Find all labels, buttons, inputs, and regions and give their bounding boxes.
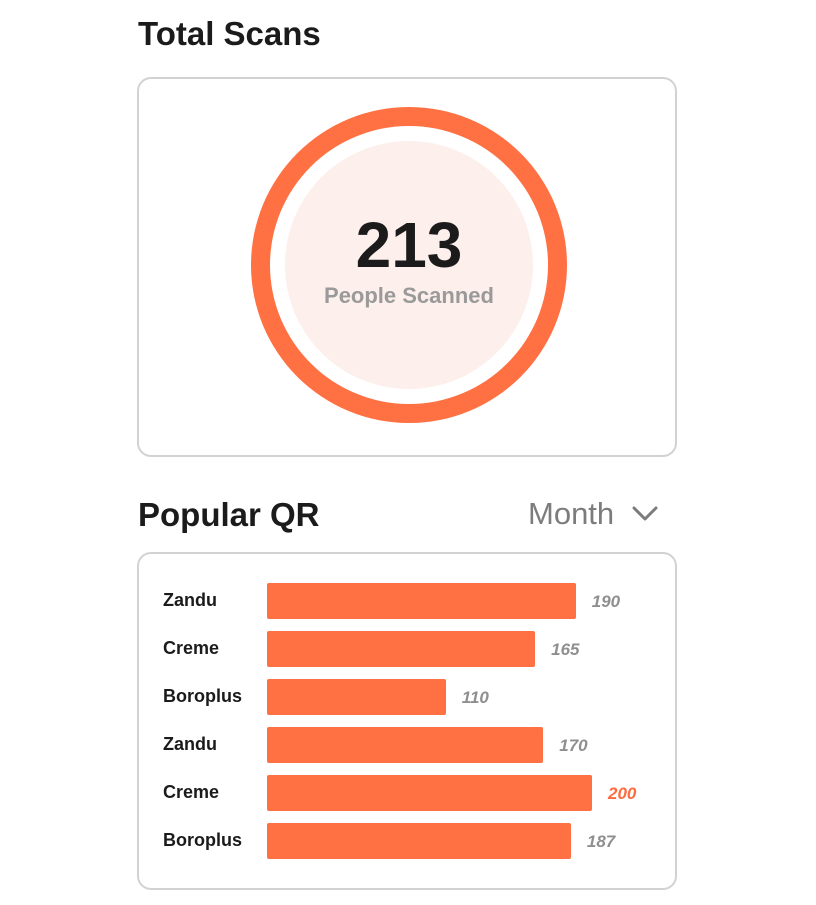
period-dropdown[interactable]: Month (528, 498, 658, 529)
bar-value-label: 200 (608, 784, 637, 803)
period-dropdown-label: Month (528, 496, 615, 531)
bar-value-label: 170 (559, 736, 588, 755)
bar-category-label: Creme (163, 782, 220, 802)
bar-category-label: Zandu (163, 734, 217, 754)
bar-value-label: 110 (461, 688, 489, 707)
bar-row: Boroplus 187 (139, 823, 675, 859)
bar-category-label: Boroplus (163, 830, 242, 850)
popular-qr-chart: Zandu 190 Creme 165 Boroplus 110 Zandu 170 Creme… (137, 552, 677, 890)
bar-category-label: Creme (163, 638, 220, 658)
bar-row: Creme 165 (139, 631, 675, 667)
bar-value-label: 187 (586, 832, 616, 851)
bar-category-label: Boroplus (163, 686, 242, 706)
scan-ring: 213 People Scanned (251, 107, 567, 423)
total-scans-card: 213 People Scanned (137, 77, 677, 457)
bar (267, 823, 571, 859)
bar (267, 583, 576, 619)
total-scans-title: Total Scans (138, 15, 321, 52)
scan-count-label: People Scanned (324, 283, 494, 308)
bar-value-label: 190 (591, 592, 621, 611)
bar-value-label: 165 (551, 640, 580, 659)
scan-ring-center: 213 People Scanned (285, 141, 533, 389)
bar-row: Boroplus 110 (139, 679, 675, 715)
bar (267, 631, 536, 667)
bar-row: Zandu 170 (139, 727, 675, 763)
bar-row: Zandu 190 (139, 583, 675, 619)
bar (267, 775, 592, 811)
bar (267, 727, 544, 763)
bar (267, 679, 446, 715)
bar-row: Creme 200 (139, 775, 675, 811)
chevron-down-icon (632, 506, 658, 520)
bar-category-label: Zandu (163, 590, 217, 610)
scan-count: 213 (355, 209, 463, 281)
popular-qr-title: Popular QR (138, 496, 320, 533)
